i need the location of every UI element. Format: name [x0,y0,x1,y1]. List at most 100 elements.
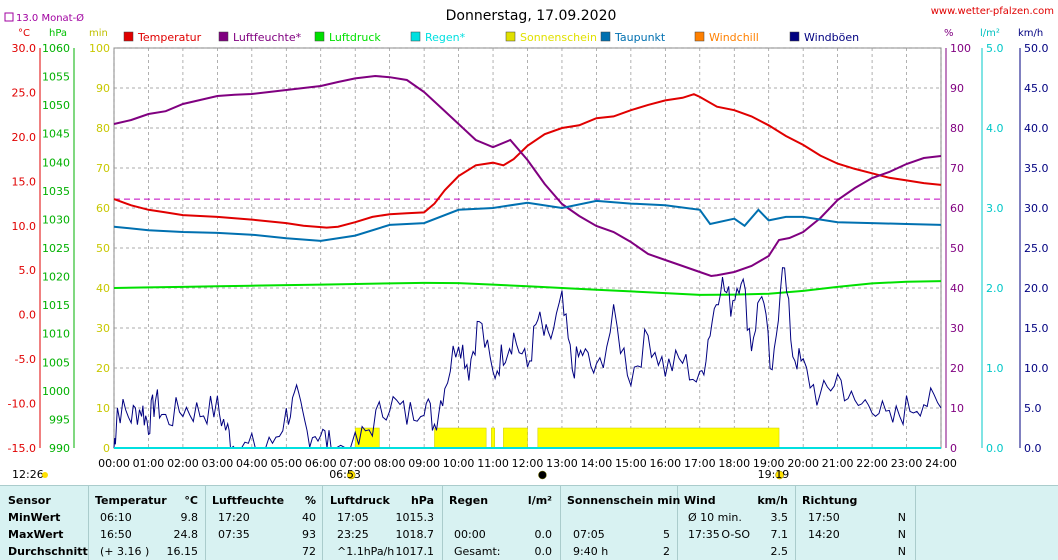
press-tick-label: 1035 [42,185,70,198]
stats-rain-time: Gesamt: [454,545,501,558]
stats-header-wind-unit: km/h [757,494,788,507]
min-tick-label: 20 [96,362,110,375]
hour-label: 06:00 [305,457,337,470]
stats-divider [442,486,443,560]
hour-label: 20:00 [787,457,819,470]
press-unit: hPa [49,28,67,39]
stats-wind-value: 3.5 [770,511,789,524]
min-tick-label: 80 [96,122,110,135]
wind-tick-label: 10.0 [1024,362,1049,375]
pct-tick-label: 30 [950,322,964,335]
stats-divider [88,486,89,560]
press-tick-label: 1040 [42,156,70,169]
temp-tick-label: -15.0 [8,442,36,455]
legend-label: Windchill [709,31,759,44]
stats-header-rain: Regen [449,494,489,507]
series-taupunkt [113,199,942,242]
stats-wind-value: 2.5 [770,545,789,558]
temp-tick-label: 25.0 [12,86,37,99]
hour-label: 15:00 [615,457,647,470]
temp-tick-label: 20.0 [12,131,37,144]
pct-tick-label: 70 [950,162,964,175]
stats-press-value: 1015.3 [395,511,435,524]
sunset-marker [775,470,784,480]
stats-temp-value: 9.8 [180,511,199,524]
hour-label: 10:00 [443,457,475,470]
min-tick-label: 10 [96,402,110,415]
temp-tick-label: 0.0 [19,309,37,322]
series-luftdruck [113,280,942,296]
legend-swatch [694,31,705,42]
stats-temp-time: 06:10 [100,511,132,524]
press-tick-label: 1020 [42,271,70,284]
source-link[interactable]: www.wetter-pfalzen.com [931,6,1054,17]
stats-dir-time: 14:20 [808,528,840,541]
hour-label: 13:00 [546,457,578,470]
hour-label: 11:00 [477,457,509,470]
stats-row-label: MinWert [8,511,61,524]
press-tick-label: 1060 [42,42,70,55]
wind-tick-label: 50.0 [1024,42,1049,55]
stats-sun-time: 9:40 h [573,545,609,558]
hour-label: 14:00 [581,457,613,470]
press-tick-label: 1045 [42,128,70,141]
stats-hum-value: 72 [302,545,316,558]
temp-tick-label: 30.0 [12,42,37,55]
press-tick-label: 1055 [42,71,70,84]
stats-hum-time: 17:20 [218,511,250,524]
stats-divider [795,486,796,560]
stats-press-value: 1017.1 [395,545,435,558]
stats-dir-value: N [897,545,906,558]
stats-header-sensor: Sensor [8,494,51,507]
sunset-label: 19:19 [758,468,790,481]
legend-label: Luftdruck [329,31,381,44]
pct-tick-label: 50 [950,242,964,255]
pct-tick-label: 40 [950,282,964,295]
legend-swatch [314,31,325,42]
press-tick-label: 1025 [42,242,70,255]
hour-label: 24:00 [925,457,957,470]
temp-tick-label: 5.0 [19,264,37,277]
series-windben [113,267,942,449]
hour-label: 21:00 [822,457,854,470]
hour-label: 19:00 [753,457,785,470]
wind-tick-label: 25.0 [1024,242,1049,255]
temp-tick-label: 10.0 [12,220,37,233]
sunshine-block [537,427,780,449]
stats-wind-time: Ø 10 min. [688,511,742,524]
stats-divider [560,486,561,560]
month-avg-label: 13.0 Monat-Ø [16,12,84,24]
stats-rain-time: 00:00 [454,528,486,541]
hour-label: 08:00 [374,457,406,470]
stats-sun-value: 2 [663,545,670,558]
hour-label: 03:00 [202,457,234,470]
hour-label: 22:00 [856,457,888,470]
hour-label: 09:00 [408,457,440,470]
hour-label: 05:00 [270,457,302,470]
hour-label: 18:00 [718,457,750,470]
rain-unit: l/m² [980,28,1000,39]
sunshine-block [491,427,496,449]
press-tick-label: 990 [49,442,70,455]
stats-hum-value: 93 [302,528,316,541]
stats-header-temp: Temperatur [95,494,167,507]
legend-label: Regen* [425,31,466,44]
wind-tick-label: 35.0 [1024,162,1049,175]
chart-title: Donnerstag, 17.09.2020 [446,8,617,24]
stats-header-hum-unit: % [304,494,316,507]
wind-tick-label: 15.0 [1024,322,1049,335]
stats-wind-time: 17:35 [688,528,720,541]
legend-swatch [789,31,800,42]
temp-unit: °C [18,28,30,39]
stats-dir-value: N [897,528,906,541]
stats-header-hum: Luftfeuchte [212,494,285,507]
temp-tick-label: 15.0 [12,175,37,188]
stats-press-time: 17:05 [337,511,369,524]
stats-rain-value: 0.0 [534,528,553,541]
legend-swatch [600,31,611,42]
legend-label: Luftfeuchte* [233,31,302,44]
midday-marker [538,470,547,480]
pct-unit: % [944,28,954,39]
hour-label: 16:00 [649,457,681,470]
stats-header-sun: Sonnenschein min [567,494,681,507]
